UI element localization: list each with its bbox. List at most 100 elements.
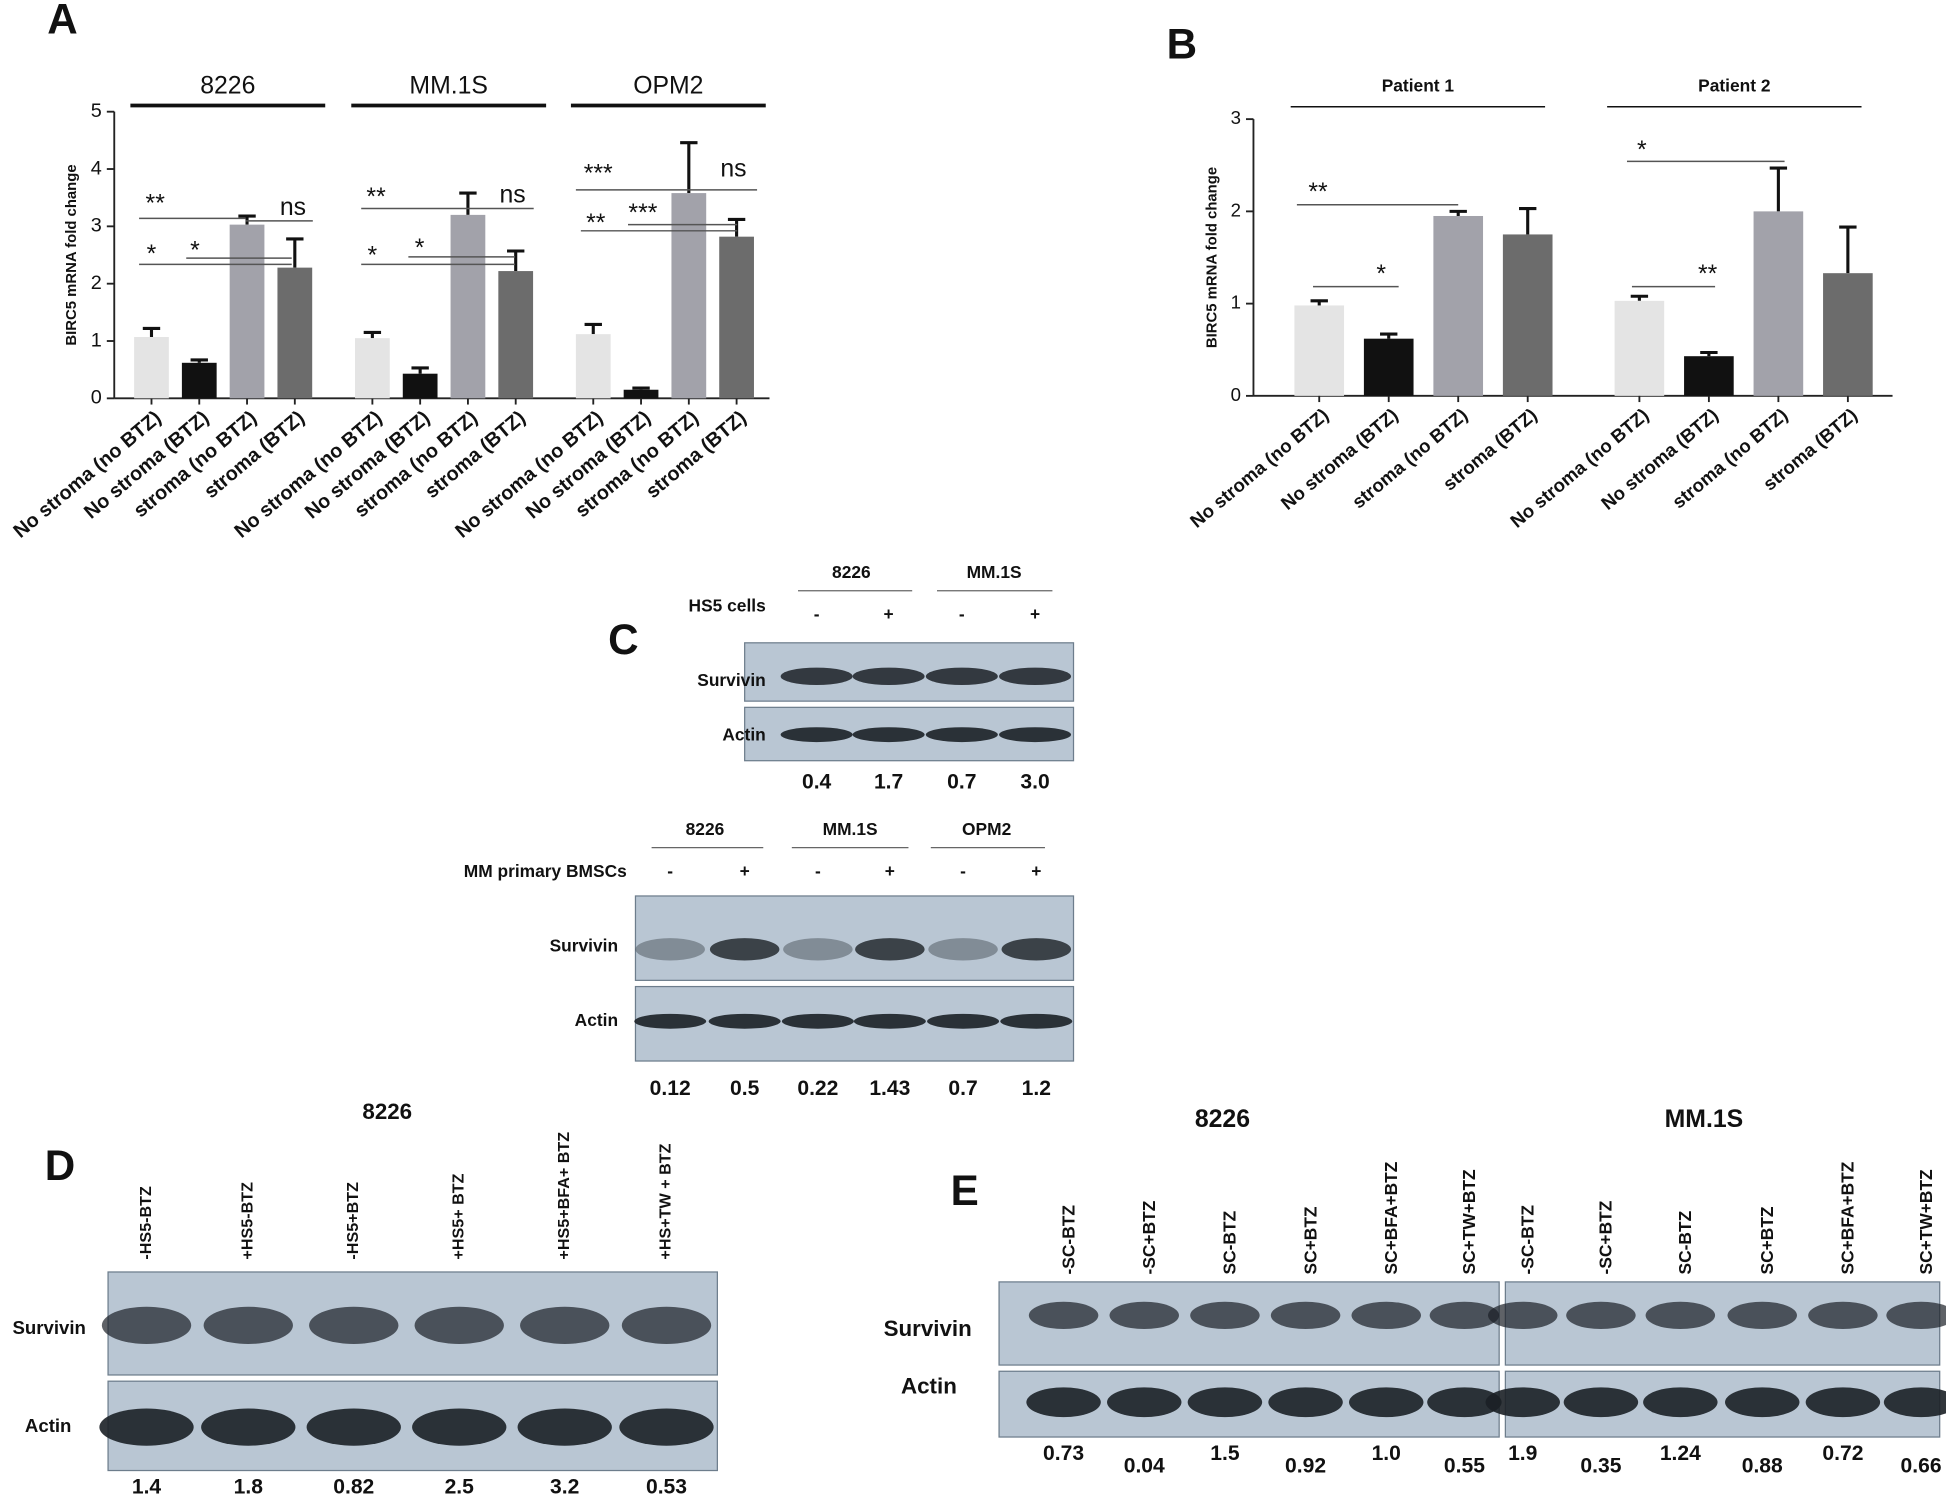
band — [928, 938, 998, 961]
band — [414, 1306, 504, 1344]
band — [708, 1013, 781, 1029]
band — [1643, 1387, 1718, 1418]
blot-label: 0.88 — [1742, 1454, 1783, 1477]
band — [1883, 1387, 1946, 1418]
band — [1429, 1301, 1500, 1330]
blot-label: 0.4 — [802, 771, 832, 794]
blot-label: 0.72 — [1822, 1442, 1863, 1465]
blot-label: Survivin — [884, 1316, 972, 1341]
bar — [1433, 215, 1484, 396]
band — [101, 1306, 192, 1344]
bar — [1753, 211, 1804, 396]
blot-label: +HS5+ BTZ — [450, 1173, 468, 1259]
band — [927, 1013, 1000, 1029]
blot-label: 0.53 — [646, 1475, 687, 1498]
x-tick-label: No stroma (BTZ) — [1597, 404, 1722, 514]
significance-label: ** — [366, 184, 386, 211]
band — [925, 727, 998, 743]
blot-label: -SC-BTZ — [1518, 1205, 1538, 1275]
blot-label: 8226 — [832, 562, 871, 582]
blot-label: + — [740, 861, 750, 881]
band — [1808, 1301, 1878, 1330]
significance-label: * — [415, 235, 425, 262]
bar — [229, 224, 265, 399]
band — [1268, 1387, 1343, 1418]
blot-label: Actin — [722, 724, 765, 744]
blot-label: 0.22 — [797, 1077, 838, 1100]
blot-label: 3.0 — [1020, 771, 1049, 794]
band — [1026, 1387, 1101, 1418]
bar — [719, 236, 754, 399]
bar — [671, 193, 707, 399]
panel-letter: C — [608, 616, 638, 663]
blot-label: 8226 — [1195, 1106, 1250, 1133]
band — [201, 1408, 296, 1446]
y-tick-label: 3 — [1231, 107, 1241, 128]
blot-label: +HS5+BFA+ BTZ — [555, 1132, 573, 1260]
bar — [1294, 305, 1345, 396]
band — [520, 1306, 610, 1344]
x-tick-label: stroma (no BTZ) — [1668, 404, 1792, 512]
blot-label: -SC+BTZ — [1139, 1200, 1159, 1274]
bar — [623, 389, 659, 399]
band — [99, 1408, 194, 1446]
bar — [1614, 300, 1665, 396]
band — [781, 1013, 854, 1029]
band — [635, 938, 705, 961]
blot-label: -SC+BTZ — [1596, 1200, 1616, 1274]
group-label: OPM2 — [633, 72, 703, 99]
blot-label: 0.73 — [1043, 1442, 1084, 1465]
blot-label: + — [885, 861, 895, 881]
band — [412, 1408, 507, 1446]
band — [1645, 1301, 1716, 1330]
y-tick-label: 1 — [91, 329, 102, 351]
bar — [134, 337, 169, 399]
bar — [450, 214, 486, 399]
band — [853, 1013, 926, 1029]
blot-strip — [634, 985, 1075, 1062]
y-tick-label: 1 — [1231, 292, 1241, 313]
blot-label: MM.1S — [967, 562, 1022, 582]
bar — [498, 271, 534, 399]
panel-letter: B — [1167, 20, 1197, 67]
blot-label: -HS5-BTZ — [137, 1186, 155, 1260]
band — [783, 938, 853, 961]
band — [1001, 938, 1072, 961]
blot-label: - — [667, 861, 673, 881]
band — [1566, 1301, 1636, 1330]
y-tick-label: 5 — [91, 100, 102, 122]
y-axis-label: BIRC5 mRNA fold change — [1204, 167, 1220, 348]
bar — [1823, 273, 1873, 396]
significance-label: ns — [280, 194, 306, 221]
blot-label: SC+BTZ — [1300, 1206, 1320, 1274]
blot-label: Survivin — [13, 1317, 86, 1338]
y-tick-label: 2 — [1231, 199, 1241, 220]
blot-label: + — [1030, 604, 1040, 624]
band — [780, 667, 853, 686]
blot-label: SC+BFA+BTZ — [1838, 1161, 1858, 1274]
blot-label: 0.66 — [1901, 1454, 1942, 1477]
band — [852, 667, 925, 686]
group-label: Patient 1 — [1382, 75, 1455, 95]
blot-label: 1.2 — [1022, 1077, 1051, 1100]
band — [852, 727, 925, 743]
blot-label: 0.92 — [1285, 1454, 1326, 1477]
y-tick-label: 4 — [91, 157, 102, 179]
blot-label: - — [814, 604, 820, 624]
band — [1000, 1013, 1073, 1029]
blot-label: 8226 — [686, 819, 725, 839]
blot-label: + — [884, 604, 894, 624]
band — [619, 1408, 714, 1446]
blot-label: MM.1S — [1665, 1106, 1744, 1133]
blot-label: HS5 cells — [689, 595, 766, 615]
blot-label: 1.4 — [132, 1475, 162, 1498]
bar — [1363, 338, 1414, 396]
blot-label: 1.5 — [1210, 1442, 1240, 1465]
band — [1351, 1301, 1421, 1330]
blot-label: -HS5+BTZ — [344, 1182, 362, 1260]
blot-label: - — [960, 861, 966, 881]
blot-label: 0.82 — [333, 1475, 374, 1498]
x-tick-label: No stroma (BTZ) — [1277, 404, 1402, 514]
blot-label: 3.2 — [550, 1475, 579, 1498]
